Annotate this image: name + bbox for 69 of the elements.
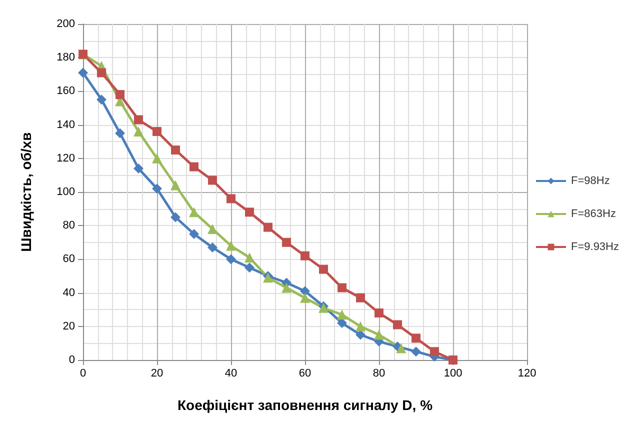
point — [300, 292, 310, 303]
point — [338, 283, 346, 292]
point — [337, 310, 347, 320]
legend-label: F=9.93Hz — [571, 241, 619, 253]
point — [189, 207, 199, 218]
point — [356, 293, 365, 302]
x-tick-label: 80 — [372, 368, 386, 380]
point — [116, 90, 124, 100]
x-tick-label: 100 — [444, 368, 462, 380]
point — [208, 224, 218, 234]
y-tick-label: 160 — [56, 85, 75, 98]
point — [189, 229, 199, 239]
point — [356, 321, 366, 332]
x-tick-label: 0 — [80, 368, 86, 380]
point — [115, 128, 125, 138]
point — [190, 162, 198, 172]
point — [208, 176, 217, 185]
y-tick-label: 20 — [62, 320, 75, 332]
y-tick-label: 100 — [56, 186, 75, 198]
point — [430, 347, 439, 356]
point — [245, 208, 254, 217]
point — [226, 240, 236, 251]
point — [356, 330, 366, 340]
point — [244, 252, 254, 263]
point — [171, 146, 180, 154]
point — [78, 68, 88, 78]
y-tick-label: 40 — [62, 286, 75, 299]
y-tick-label: 120 — [56, 152, 75, 164]
x-tick-label: 20 — [150, 368, 164, 380]
point — [374, 308, 384, 318]
x-tick-label: 40 — [224, 368, 238, 380]
point — [374, 330, 384, 340]
x-tick-label: 120 — [518, 368, 536, 380]
y-tick-label: 0 — [68, 354, 75, 366]
point — [170, 212, 180, 222]
point — [152, 127, 162, 136]
point — [152, 184, 162, 194]
point — [170, 180, 180, 190]
y-tick-label: 200 — [56, 18, 75, 30]
point — [300, 286, 310, 296]
point — [226, 254, 236, 264]
point — [96, 94, 106, 105]
y-tick-label: 140 — [56, 118, 75, 131]
point — [396, 343, 406, 354]
point — [244, 262, 254, 273]
point — [208, 242, 218, 252]
point — [152, 153, 162, 164]
point — [319, 264, 328, 274]
x-tick-label: 60 — [298, 368, 312, 380]
point — [282, 282, 292, 293]
point — [393, 320, 402, 330]
point — [412, 334, 420, 343]
y-tick-label: 80 — [62, 220, 75, 232]
y-axis-title: Швидкість, об/хв — [18, 132, 34, 252]
legend-label: F=98Hz — [571, 175, 610, 187]
point — [134, 115, 143, 124]
point — [134, 126, 144, 137]
point — [282, 238, 291, 247]
legend-label: F=863Hz — [571, 208, 616, 220]
point — [411, 346, 421, 357]
point — [300, 251, 310, 260]
point — [134, 163, 144, 174]
point — [264, 222, 272, 232]
point — [226, 194, 236, 204]
point — [337, 318, 347, 328]
point — [97, 68, 106, 78]
x-axis-title: Коефіцієнт заповнення сигналу D, % — [177, 397, 434, 413]
y-tick-label: 180 — [56, 52, 75, 64]
y-tick-label: 60 — [62, 253, 75, 266]
